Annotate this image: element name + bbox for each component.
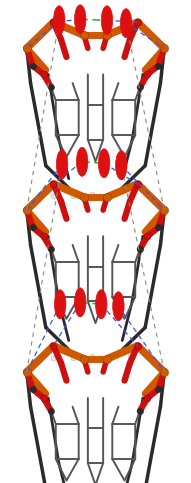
Circle shape (54, 290, 66, 319)
Circle shape (101, 6, 113, 35)
Circle shape (76, 147, 88, 176)
Circle shape (74, 288, 86, 317)
Circle shape (74, 5, 86, 34)
Circle shape (113, 292, 124, 321)
Circle shape (53, 6, 65, 35)
Circle shape (56, 150, 68, 179)
Circle shape (98, 149, 110, 178)
Circle shape (116, 151, 127, 180)
Circle shape (120, 9, 132, 38)
Circle shape (96, 290, 107, 319)
